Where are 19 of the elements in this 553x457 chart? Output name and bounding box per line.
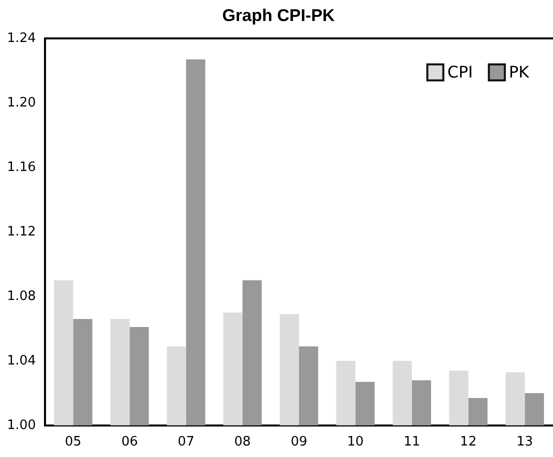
x-tick-label: 08 [234, 434, 251, 450]
x-tick-label: 12 [460, 434, 477, 450]
x-tick-label: 06 [121, 434, 138, 450]
y-tick-label: 1.20 [6, 95, 36, 110]
x-tick-label: 09 [290, 434, 308, 450]
x-tick-label: 05 [64, 434, 82, 450]
x-tick-label: 10 [347, 434, 364, 450]
y-tick-label: 1.04 [6, 353, 36, 368]
x-tick-label: 07 [178, 434, 194, 450]
x-tick-label: 13 [516, 434, 534, 450]
chart-title: Graph CPI-PK [222, 6, 336, 25]
y-tick-label: 1.24 [6, 30, 36, 46]
y-tick-label: 1.16 [6, 160, 36, 175]
legend-label: PK [508, 62, 530, 82]
y-tick-label: 1.00 [6, 418, 36, 433]
y-tick-label: 1.08 [6, 288, 36, 304]
y-tick-label: 1.12 [6, 224, 36, 240]
legend-label: CPI [447, 62, 473, 82]
x-tick-label: 11 [404, 434, 420, 450]
